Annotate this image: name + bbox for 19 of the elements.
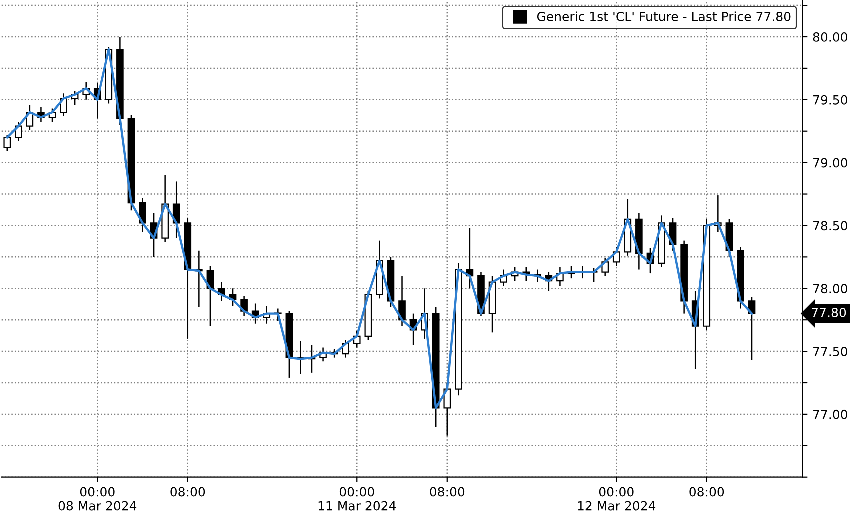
candlestick bbox=[172, 181, 180, 239]
candlestick bbox=[4, 134, 12, 152]
x-tick-label: 00:00 08 Mar 2024 bbox=[58, 487, 137, 511]
x-tick-label: 00:00 11 Mar 2024 bbox=[318, 487, 396, 511]
x-tick-label: 08:00 bbox=[170, 487, 206, 497]
candlestick bbox=[398, 275, 406, 328]
x-tick-label: 08:00 bbox=[690, 487, 724, 497]
y-tick-label: 79.00 bbox=[814, 158, 848, 168]
candlestick bbox=[139, 197, 146, 233]
y-tick-label: 78.00 bbox=[814, 284, 848, 294]
y-tick-label: 77.00 bbox=[814, 410, 848, 420]
y-tick-label: 78.50 bbox=[814, 221, 848, 231]
x-tick-label: 08:00 bbox=[430, 487, 465, 497]
x-tick-label: 00:00 12 Mar 2024 bbox=[578, 487, 656, 511]
text: 77.80 bbox=[812, 308, 846, 318]
y-tick-label: 80.00 bbox=[813, 32, 848, 42]
legend-label: Generic 1st 'CL' Future - Last Price 77.80 bbox=[537, 12, 791, 22]
y-tick-label: 77.50 bbox=[814, 347, 848, 356]
y-tick-label: 79.50 bbox=[814, 95, 848, 105]
